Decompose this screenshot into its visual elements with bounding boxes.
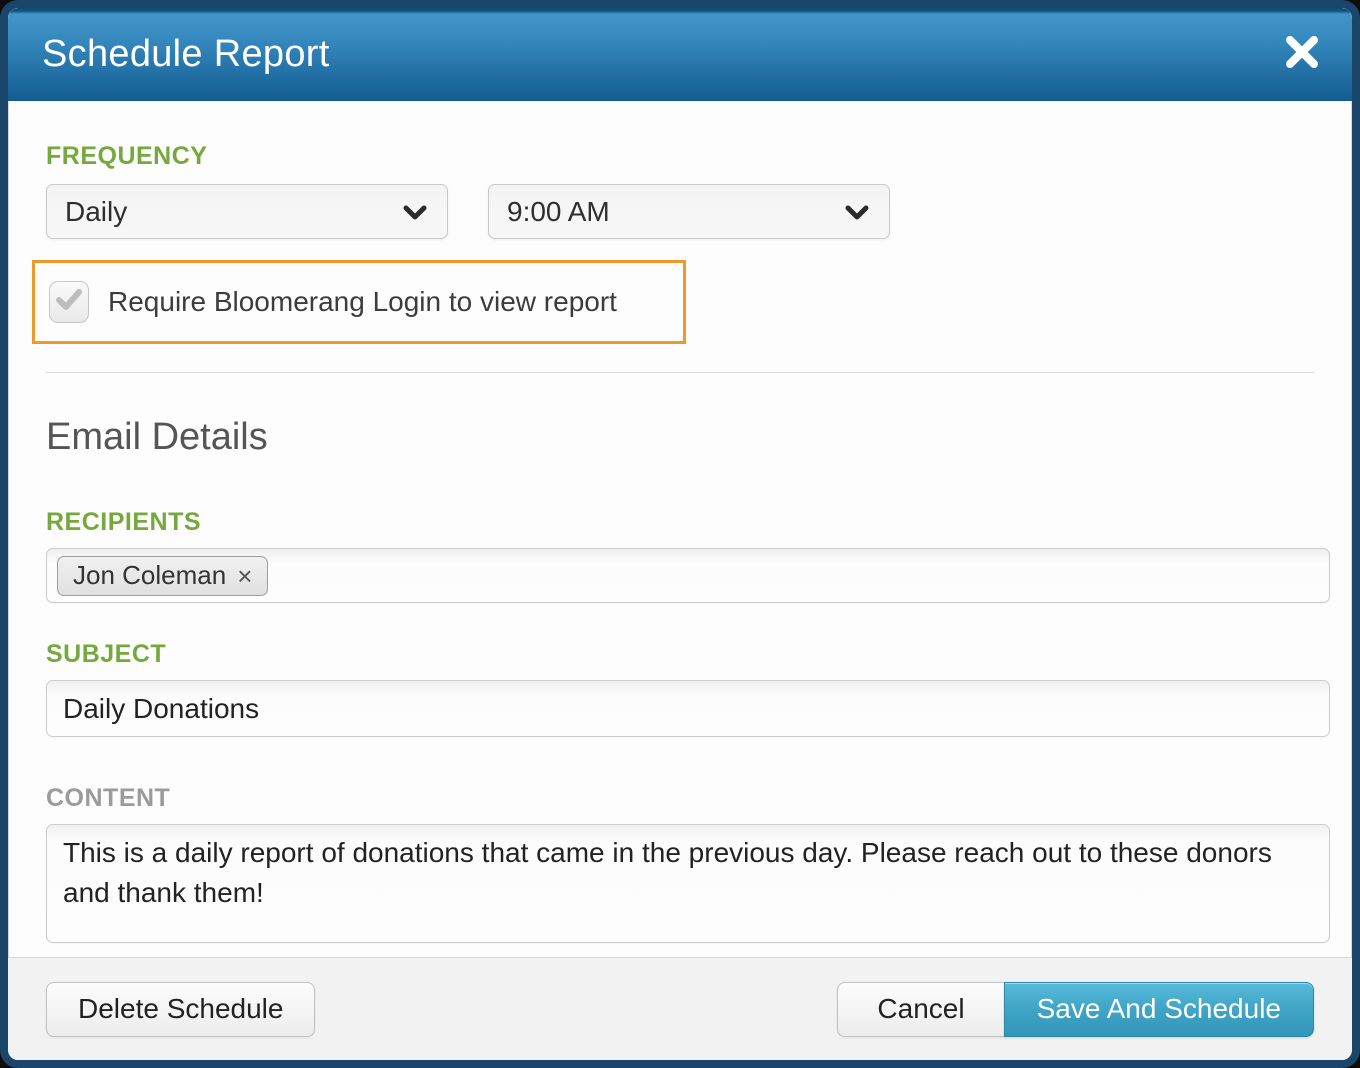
frequency-interval-value: Daily (65, 195, 128, 227)
subject-field-wrap (46, 680, 1330, 737)
recipient-chip: Jon Coleman × (57, 555, 269, 596)
require-login-checkbox[interactable] (49, 281, 89, 323)
recipients-label: RECIPIENTS (46, 508, 202, 536)
checkmark-icon (55, 288, 83, 317)
section-divider (46, 372, 1314, 373)
cancel-button[interactable]: Cancel (837, 981, 1004, 1037)
frequency-time-value: 9:00 AM (507, 195, 610, 227)
modal-header: Schedule Report (8, 8, 1352, 101)
frequency-interval-select[interactable]: Daily (46, 184, 448, 239)
delete-schedule-button[interactable]: Delete Schedule (46, 981, 316, 1037)
content-field-wrap: This is a daily report of donations that… (46, 824, 1330, 943)
modal-body: FREQUENCY Daily 9:00 AM (8, 101, 1352, 943)
subject-label: SUBJECT (46, 640, 167, 668)
frequency-controls: Daily 9:00 AM (46, 184, 1314, 239)
email-details-heading: Email Details (46, 416, 268, 458)
subject-input[interactable] (47, 681, 1329, 736)
modal-footer: Delete Schedule Cancel Save And Schedule (8, 957, 1352, 1060)
content-textarea[interactable]: This is a daily report of donations that… (47, 825, 1329, 937)
save-and-schedule-button[interactable]: Save And Schedule (1003, 981, 1314, 1037)
require-login-label: Require Bloomerang Login to view report (108, 286, 617, 317)
remove-recipient-icon[interactable]: × (237, 560, 253, 591)
close-button[interactable] (1280, 33, 1324, 77)
chevron-down-icon (845, 196, 869, 228)
content-label: CONTENT (46, 784, 171, 812)
close-icon (1284, 34, 1320, 75)
modal-title: Schedule Report (42, 33, 330, 75)
footer-action-group: Cancel Save And Schedule (837, 981, 1314, 1037)
require-login-highlight: Require Bloomerang Login to view report (32, 260, 686, 344)
recipients-input[interactable]: Jon Coleman × (46, 548, 1330, 603)
frequency-time-select[interactable]: 9:00 AM (488, 184, 890, 239)
frequency-label: FREQUENCY (46, 142, 208, 170)
recipient-chip-name: Jon Coleman (73, 560, 227, 590)
chevron-down-icon (403, 196, 427, 228)
